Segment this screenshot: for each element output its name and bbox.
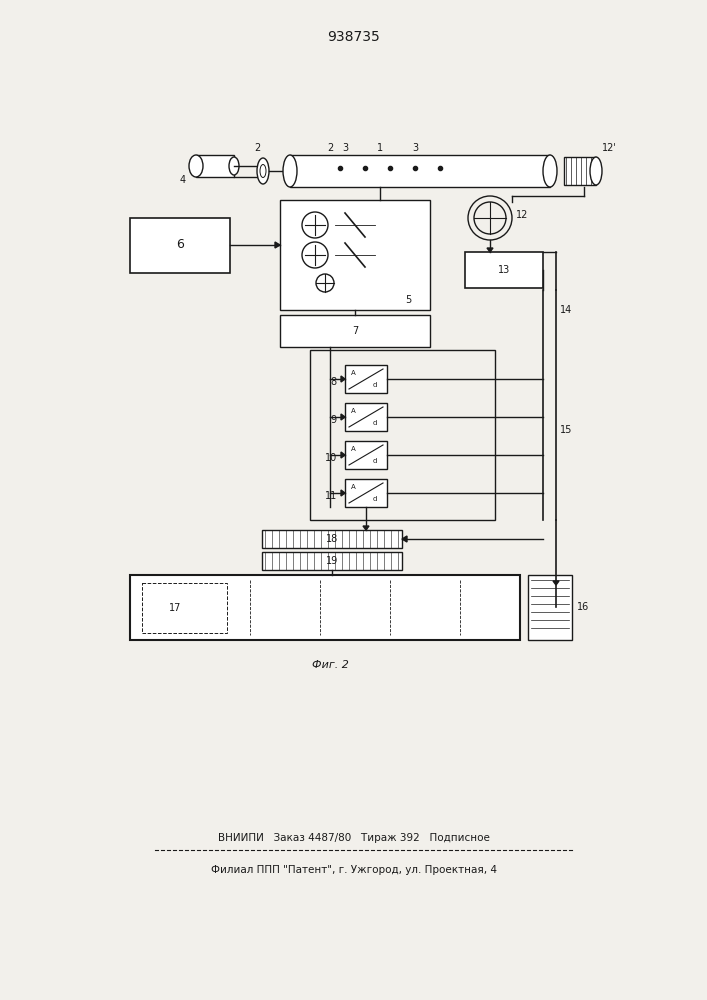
Polygon shape bbox=[402, 536, 407, 542]
Text: 18: 18 bbox=[326, 534, 338, 544]
Text: 4: 4 bbox=[180, 175, 186, 185]
Bar bbox=[345, 479, 387, 507]
Text: 12': 12' bbox=[602, 143, 617, 153]
Bar bbox=[290, 155, 550, 187]
Text: d: d bbox=[373, 382, 378, 388]
Ellipse shape bbox=[283, 155, 297, 187]
Text: 3: 3 bbox=[412, 143, 418, 153]
Text: A: A bbox=[351, 484, 356, 490]
Text: 16: 16 bbox=[577, 602, 589, 612]
Text: A: A bbox=[351, 446, 356, 452]
Text: 5: 5 bbox=[405, 295, 411, 305]
Text: 10: 10 bbox=[325, 453, 337, 463]
Bar bbox=[280, 200, 430, 310]
Text: 7: 7 bbox=[352, 326, 358, 336]
Text: 2: 2 bbox=[254, 143, 260, 153]
Bar bbox=[528, 575, 572, 640]
Bar bbox=[310, 350, 495, 520]
Bar bbox=[142, 583, 227, 633]
Text: 14: 14 bbox=[560, 305, 572, 315]
Bar bbox=[130, 575, 520, 640]
Text: 3: 3 bbox=[342, 143, 348, 153]
Text: A: A bbox=[351, 370, 356, 376]
Ellipse shape bbox=[229, 157, 239, 175]
Text: 1: 1 bbox=[377, 143, 383, 153]
Ellipse shape bbox=[189, 155, 203, 177]
Text: 938735: 938735 bbox=[327, 30, 380, 44]
Polygon shape bbox=[341, 452, 345, 458]
Text: d: d bbox=[373, 420, 378, 426]
Ellipse shape bbox=[543, 155, 557, 187]
Text: 19: 19 bbox=[326, 556, 338, 566]
Text: Фиг. 2: Фиг. 2 bbox=[312, 660, 349, 670]
Text: 12: 12 bbox=[516, 210, 528, 220]
Polygon shape bbox=[341, 376, 345, 382]
Text: d: d bbox=[373, 458, 378, 464]
Text: 11: 11 bbox=[325, 491, 337, 501]
Bar bbox=[262, 530, 402, 548]
Polygon shape bbox=[553, 581, 559, 585]
Ellipse shape bbox=[257, 158, 269, 184]
Text: 6: 6 bbox=[176, 238, 184, 251]
Text: A: A bbox=[351, 408, 356, 414]
Bar bbox=[280, 315, 430, 347]
Text: 15: 15 bbox=[560, 425, 573, 435]
Polygon shape bbox=[341, 490, 345, 496]
Bar bbox=[345, 403, 387, 431]
Text: 17: 17 bbox=[169, 603, 181, 613]
Text: d: d bbox=[373, 496, 378, 502]
Text: Филиал ППП "Патент", г. Ужгород, ул. Проектная, 4: Филиал ППП "Патент", г. Ужгород, ул. Про… bbox=[211, 865, 497, 875]
Bar bbox=[345, 441, 387, 469]
Text: 13: 13 bbox=[498, 265, 510, 275]
Bar bbox=[130, 218, 230, 273]
Polygon shape bbox=[363, 526, 369, 530]
Bar bbox=[345, 365, 387, 393]
Bar bbox=[564, 157, 596, 185]
Text: 2: 2 bbox=[327, 143, 333, 153]
Bar bbox=[465, 252, 543, 288]
Text: ВНИИПИ   Заказ 4487/80   Тираж 392   Подписное: ВНИИПИ Заказ 4487/80 Тираж 392 Подписное bbox=[218, 833, 490, 843]
Polygon shape bbox=[275, 242, 280, 248]
Ellipse shape bbox=[590, 157, 602, 185]
Text: 8: 8 bbox=[331, 377, 337, 387]
Bar bbox=[262, 552, 402, 570]
Polygon shape bbox=[341, 414, 345, 420]
Text: 9: 9 bbox=[331, 415, 337, 425]
Polygon shape bbox=[487, 248, 493, 252]
Bar bbox=[196, 155, 234, 177]
